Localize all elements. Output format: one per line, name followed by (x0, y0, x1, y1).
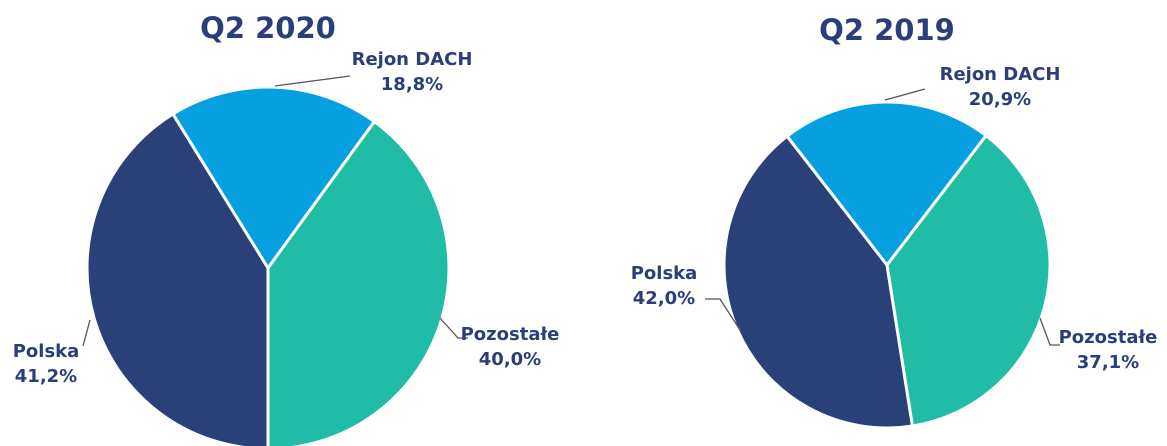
leader-line (705, 298, 741, 331)
slice-label: Polska (631, 263, 698, 284)
chart-title: Q2 2019 (819, 13, 955, 47)
pie-slice (784, 100, 989, 268)
leader-line (82, 319, 91, 347)
slice-label: Pozostałe (1059, 327, 1158, 348)
leader-line (274, 75, 351, 87)
pie-slice (170, 85, 377, 271)
slice-value-label: 18,8% (381, 74, 443, 95)
slice-label: Rejon DACH (940, 64, 1061, 85)
leader-line (884, 88, 926, 101)
pie-slice (722, 134, 915, 430)
slice-label: Pozostałe (461, 324, 560, 345)
slice-label: Polska (13, 341, 80, 362)
chart-title: Q2 2020 (200, 11, 336, 45)
slice-value-label: 20,9% (969, 89, 1031, 110)
pie-slice (885, 133, 1052, 428)
slice-value-label: 42,0% (633, 288, 695, 309)
leader-line (1039, 317, 1060, 346)
slice-label: Rejon DACH (352, 49, 473, 70)
leader-line (439, 317, 468, 339)
slice-value-label: 37,1% (1077, 352, 1139, 373)
pie-slice (266, 119, 451, 446)
slice-value-label: 41,2% (15, 366, 77, 387)
slice-value-label: 40,0% (479, 349, 541, 370)
